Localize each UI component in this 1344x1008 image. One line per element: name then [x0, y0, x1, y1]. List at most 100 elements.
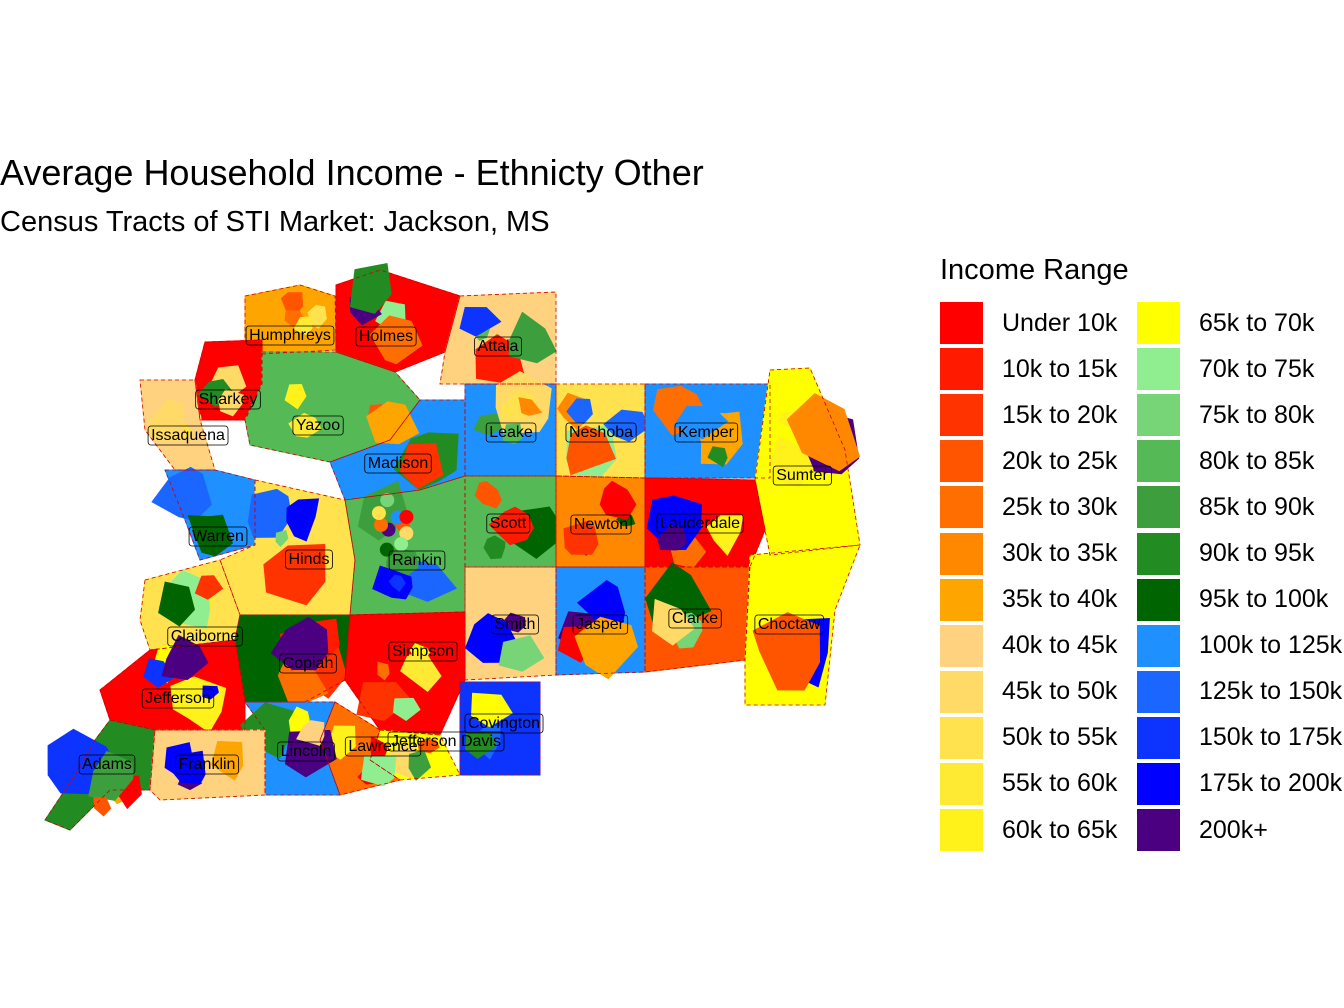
county-name: Newton: [574, 516, 628, 533]
legend-swatch: [940, 440, 983, 483]
legend-swatch: [1137, 578, 1180, 621]
county-label-box: [491, 614, 539, 635]
tract-area: [566, 425, 616, 476]
legend-label: 25k to 30k: [1002, 492, 1118, 521]
county-border: [44, 719, 156, 831]
county-label-box: [565, 422, 637, 443]
county-border: [555, 566, 646, 676]
legend-item: 15k to 20k: [940, 392, 1117, 438]
county-labels: Humphreys Holmes Attala Sharkey Issaquena Yaz…: [78, 325, 832, 775]
tract-area: [417, 738, 440, 754]
tract-area: [473, 413, 504, 436]
county-label: Yazoo: [292, 415, 344, 436]
tract-area: [371, 506, 386, 521]
legend-item: 200k+: [1137, 807, 1342, 853]
county-name: Adams: [82, 756, 132, 773]
tract-area: [399, 443, 444, 489]
tract-area: [786, 393, 861, 472]
tract-area: [474, 481, 502, 509]
legend-swatch: [1137, 348, 1180, 391]
county-borders: [44, 269, 861, 831]
county-name: Covington: [468, 715, 540, 732]
tract-area: [194, 575, 224, 600]
county-label: Sharkey: [195, 389, 261, 410]
map-subtitle: Census Tracts of STI Market: Jackson, MS: [0, 206, 550, 238]
county-label: Franklin: [175, 754, 239, 775]
tract-area: [366, 401, 420, 445]
legend-item: 100k to 125k: [1137, 623, 1342, 669]
tract-area: [576, 580, 626, 630]
county-label-box: [754, 614, 824, 635]
tract-area: [400, 653, 442, 692]
legend-swatch: [940, 302, 983, 345]
county-label: Issaquena: [147, 425, 229, 446]
tract-area: [286, 498, 320, 542]
county-border: [744, 544, 861, 706]
county-border: [329, 399, 466, 501]
tract-area: [769, 435, 814, 488]
legend-title: Income Range: [940, 254, 1129, 286]
tract-area: [288, 412, 322, 438]
legend-item: Under 10k: [940, 300, 1117, 346]
county-name: Simpson: [392, 643, 454, 660]
legend-item: 45k to 50k: [940, 669, 1117, 715]
tract-area: [143, 658, 176, 688]
legend-swatch: [1137, 809, 1180, 852]
tract-area: [566, 398, 593, 424]
tract-area: [657, 526, 688, 551]
tract-area: [247, 488, 293, 538]
county-border: [244, 284, 337, 355]
map-title: Average Household Income - Ethnicty Othe…: [0, 152, 704, 193]
county-border: [644, 383, 771, 479]
county-name: Clarke: [672, 610, 718, 627]
legend-item: 150k to 175k: [1137, 715, 1342, 761]
tract-area: [388, 574, 406, 592]
tract-area: [284, 383, 307, 410]
county-name: Sumter: [776, 467, 828, 484]
county-border: [319, 701, 401, 796]
legend-label: 95k to 100k: [1199, 585, 1329, 614]
county-label-box: [292, 415, 344, 436]
county-name: Sharkey: [199, 391, 258, 408]
legend-item: 10k to 15k: [940, 346, 1117, 392]
legend-swatch: [940, 809, 983, 852]
tract-area: [574, 616, 639, 680]
tract-area: [296, 720, 325, 747]
tract-area: [508, 311, 557, 364]
county-label: Scott: [486, 513, 531, 534]
county-label-box: [485, 422, 537, 443]
tract-area: [379, 542, 394, 557]
county-label: Lauderdale: [656, 513, 744, 534]
legend-swatch: [1137, 440, 1180, 483]
tract-area: [263, 543, 326, 606]
county-label: Newton: [570, 514, 632, 535]
county-border: [754, 367, 861, 556]
legend-item: 60k to 65k: [940, 807, 1117, 853]
county-label: Lawrence: [344, 736, 422, 757]
tract-area: [356, 682, 412, 721]
county-label-box: [387, 731, 505, 752]
legend-label: 200k+: [1199, 815, 1268, 844]
county-border: [99, 639, 246, 731]
tract-area: [151, 466, 212, 522]
county-label-box: [285, 549, 333, 570]
tract-area: [399, 509, 414, 524]
county-label: Leake: [485, 422, 537, 443]
legend-swatch: [1137, 394, 1180, 437]
legend-label: 70k to 75k: [1199, 354, 1315, 383]
county-label-box: [388, 550, 446, 571]
tract-area: [752, 612, 821, 691]
county-border: [344, 611, 466, 736]
county-label: Claiborne: [167, 626, 243, 647]
legend-item: 35k to 40k: [940, 577, 1117, 623]
county-label-box: [147, 425, 229, 446]
county-name: Jefferson: [145, 690, 211, 707]
county-border: [439, 291, 557, 385]
tract-area: [360, 755, 397, 787]
legend-swatch: [940, 624, 983, 667]
tract-area: [369, 736, 388, 760]
county-name: Warren: [192, 528, 244, 545]
legend-swatch: [940, 486, 983, 529]
county-label-box: [474, 336, 522, 357]
county-name: Attala: [478, 338, 519, 355]
